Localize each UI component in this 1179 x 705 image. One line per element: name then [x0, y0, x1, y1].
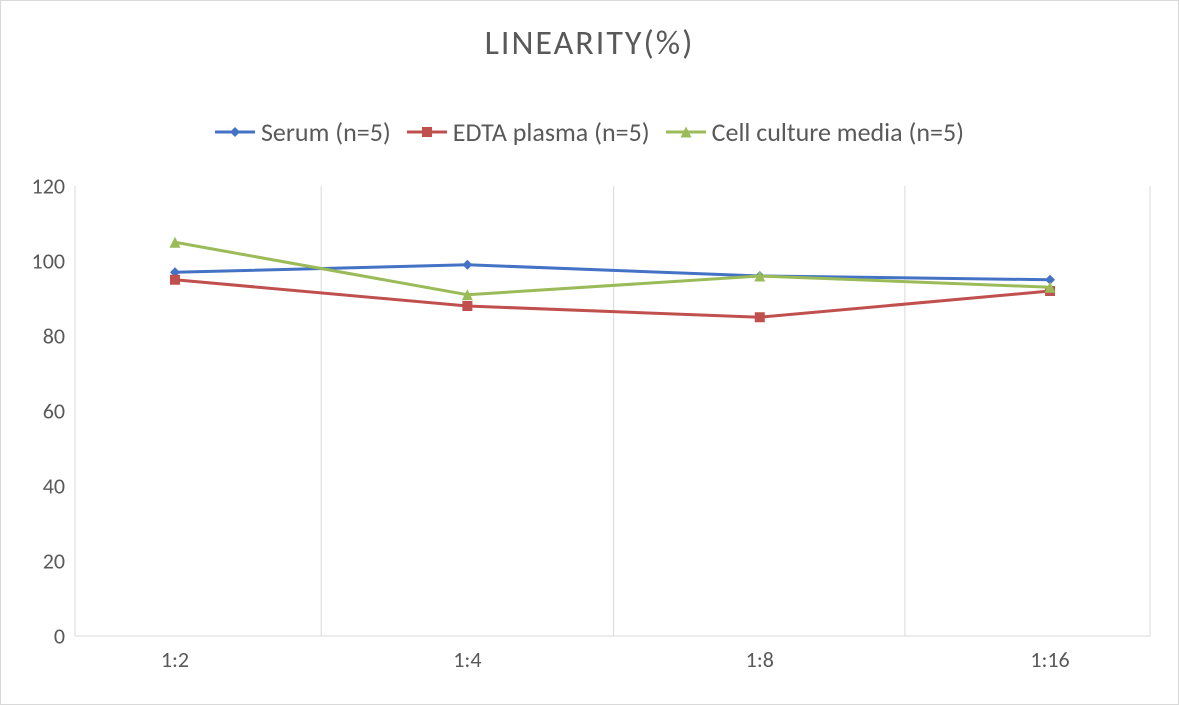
- plot-svg: [75, 186, 1150, 636]
- plot-area: [75, 186, 1150, 636]
- legend: Serum (n=5) EDTA plasma (n=5) Cell culture…: [1, 116, 1178, 149]
- triangle-marker-icon: [666, 122, 706, 142]
- ytick-label: 0: [5, 623, 65, 650]
- legend-item-1: EDTA plasma (n=5): [407, 116, 650, 148]
- legend-item-2: Cell culture media (n=5): [666, 116, 964, 148]
- xtick-label: 1:16: [1030, 646, 1069, 673]
- ytick-label: 120: [5, 173, 65, 200]
- square-marker-icon: [462, 301, 472, 311]
- square-marker-icon: [170, 275, 180, 285]
- legend-label: EDTA plasma (n=5): [453, 116, 650, 148]
- chart-container: LINEARITY(%) Serum (n=5) EDTA plasma (n=5…: [0, 0, 1179, 705]
- xtick-label: 1:4: [453, 646, 481, 673]
- ytick-label: 20: [5, 548, 65, 575]
- legend-label: Serum (n=5): [261, 116, 391, 148]
- square-marker-icon: [755, 312, 765, 322]
- diamond-marker-icon: [215, 122, 255, 142]
- square-marker-icon: [407, 122, 447, 142]
- legend-item-0: Serum (n=5): [215, 116, 391, 148]
- legend-label: Cell culture media (n=5): [712, 116, 964, 148]
- ytick-label: 80: [5, 323, 65, 350]
- xtick-label: 1:2: [161, 646, 189, 673]
- chart-title: LINEARITY(%): [1, 23, 1178, 64]
- xtick-label: 1:8: [746, 646, 774, 673]
- ytick-label: 40: [5, 473, 65, 500]
- ytick-label: 60: [5, 398, 65, 425]
- diamond-marker-icon: [462, 260, 472, 270]
- ytick-label: 100: [5, 248, 65, 275]
